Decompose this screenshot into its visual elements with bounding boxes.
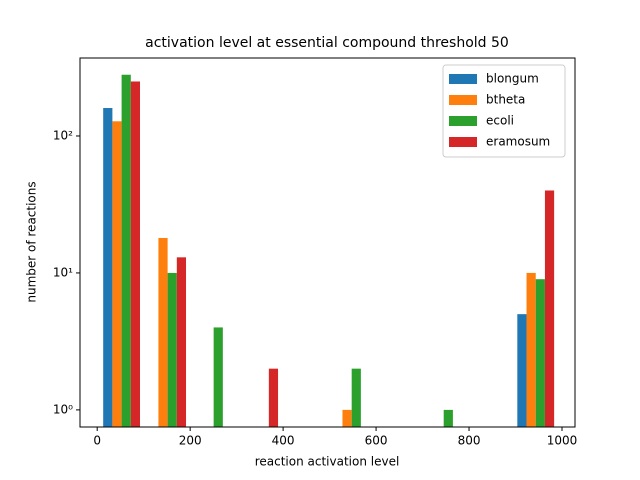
bar (121, 74, 131, 427)
x-tick-label: 600 (365, 434, 388, 448)
bar (176, 257, 187, 427)
x-tick-label: 400 (272, 434, 295, 448)
bar (213, 327, 223, 427)
legend-label: ecoli (486, 114, 514, 128)
chart-title: activation level at essential compound t… (145, 35, 509, 51)
bar (103, 108, 113, 427)
x-axis-label: reaction activation level (255, 455, 400, 469)
x-tick-label: 200 (179, 434, 202, 448)
legend-swatch (449, 74, 477, 84)
bar (351, 368, 361, 427)
legend-label: btheta (486, 93, 525, 107)
bar (342, 409, 352, 427)
legend-swatch (449, 137, 477, 147)
bar (158, 237, 168, 427)
y-tick-label: 10⁰ (53, 402, 73, 416)
bar (544, 190, 555, 427)
x-tick-label: 0 (93, 434, 101, 448)
legend-swatch (449, 116, 477, 126)
x-tick-label: 1000 (547, 434, 578, 448)
bar (526, 272, 536, 427)
legend-swatch (449, 95, 477, 105)
bar (130, 81, 141, 427)
bar (167, 272, 177, 427)
bar (268, 368, 279, 427)
bar (535, 279, 545, 427)
legend-label: eramosum (486, 135, 550, 149)
bar (443, 409, 453, 427)
y-tick-label: 10¹ (53, 265, 73, 279)
legend-label: blongum (486, 72, 539, 86)
y-tick-label: 10² (53, 128, 73, 142)
bar (517, 314, 527, 427)
y-axis-label: number of reactions (25, 181, 39, 302)
x-tick-label: 800 (458, 434, 481, 448)
plot-frame (79, 57, 576, 428)
bar (112, 121, 122, 428)
legend-box (442, 64, 566, 158)
